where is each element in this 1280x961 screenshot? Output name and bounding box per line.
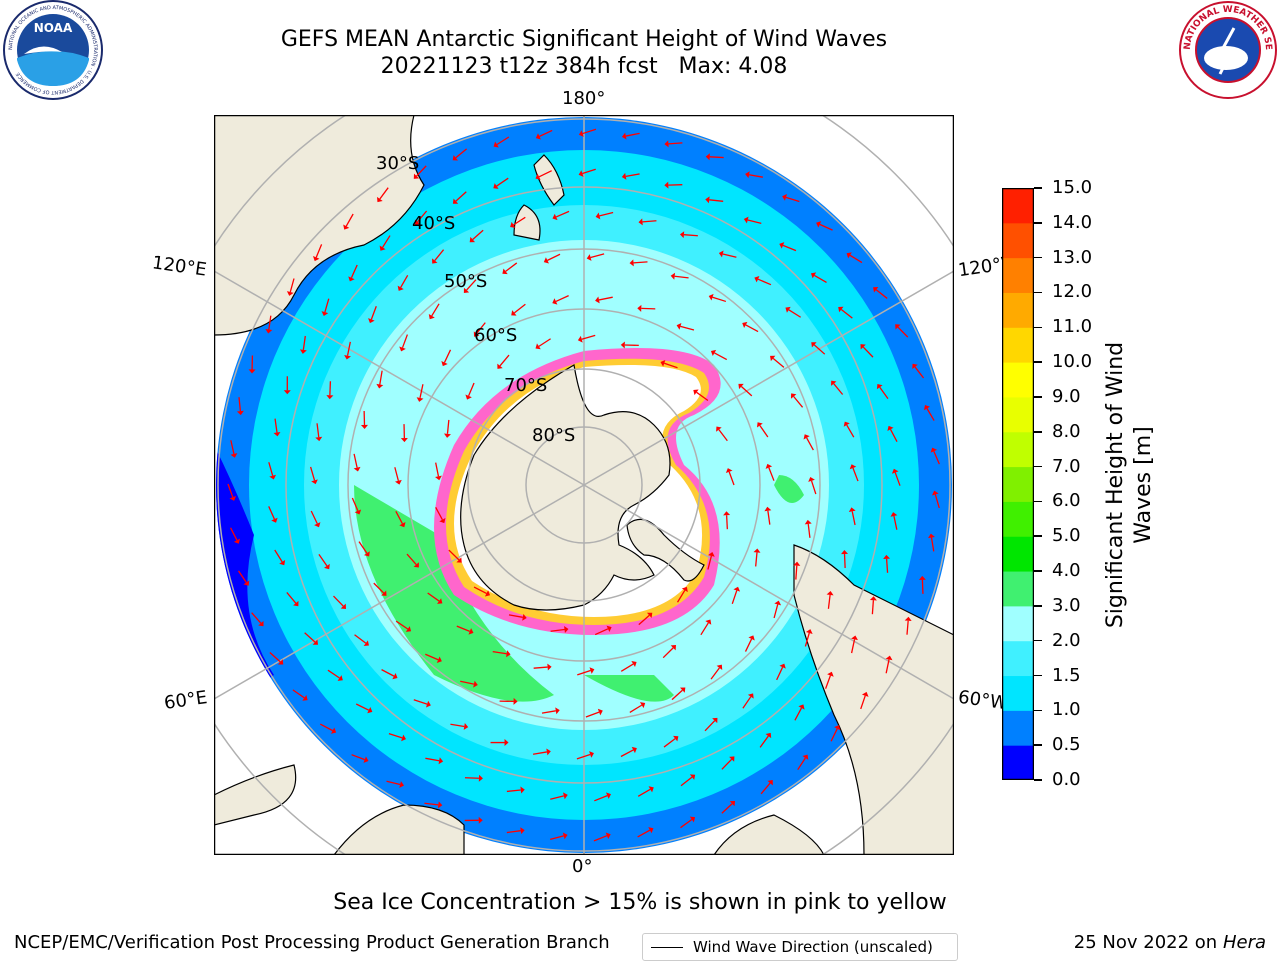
colorbar-swatch xyxy=(1002,397,1034,432)
colorbar-swatch xyxy=(1002,362,1034,397)
footer-date-text: 25 Nov 2022 on xyxy=(1074,932,1217,953)
colorbar-tick-label: 1.5 xyxy=(1052,665,1081,686)
colorbar-tick-mark xyxy=(1034,535,1042,537)
colorbar-swatch xyxy=(1002,571,1034,606)
colorbar-tick-mark xyxy=(1034,187,1042,189)
colorbar-tick-mark xyxy=(1034,396,1042,398)
colorbar-tick-mark xyxy=(1034,466,1042,468)
wave-arrow-shaft xyxy=(727,515,728,529)
colorbar-swatch xyxy=(1002,258,1034,293)
lat-label-30s: 30°S xyxy=(376,153,419,174)
land-africa xyxy=(334,805,464,855)
colorbar-tick-label: 3.0 xyxy=(1052,595,1081,616)
lat-label-60s: 60°S xyxy=(474,325,517,346)
map-title-line2: 20221123 t12z 384h fcst Max: 4.08 xyxy=(214,54,954,79)
svg-text:NOAA: NOAA xyxy=(34,21,73,35)
colorbar-tick-mark xyxy=(1034,501,1042,503)
colorbar-tick-label: 2.0 xyxy=(1052,630,1081,651)
colorbar-swatch xyxy=(1002,292,1034,327)
map-legend: Wind Wave Direction (unscaled) xyxy=(642,933,958,961)
colorbar-tick-mark xyxy=(1034,292,1042,294)
footer-date: 25 Nov 2022 on Hera xyxy=(1074,932,1266,953)
colorbar-tick-label: 14.0 xyxy=(1052,212,1092,233)
wave-arrow-shaft xyxy=(330,381,331,395)
wave-arrow-shaft xyxy=(710,157,724,158)
colorbar-label-line2: Waves [m] xyxy=(1130,342,1158,628)
map-panel: 30°S 40°S 50°S 60°S 70°S 80°S Wind Wave … xyxy=(214,115,954,855)
colorbar-tick-mark xyxy=(1034,222,1042,224)
colorbar-tick-label: 6.0 xyxy=(1052,490,1081,511)
polar-map: 30°S 40°S 50°S 60°S 70°S 80°S xyxy=(214,115,954,855)
colorbar-swatch xyxy=(1002,501,1034,536)
wave-arrow-shaft xyxy=(845,554,846,568)
map-title-line1: GEFS MEAN Antarctic Significant Height o… xyxy=(214,27,954,52)
lat-label-80s: 80°S xyxy=(532,425,575,446)
footer-machine: Hera xyxy=(1223,932,1266,953)
lon-label-top: 180° xyxy=(562,88,605,109)
colorbar-swatch xyxy=(1002,676,1034,711)
colorbar-tick-mark xyxy=(1034,327,1042,329)
lon-label-upper-left: 120°E xyxy=(151,252,208,280)
colorbar-label-line1: Significant Height of Wind xyxy=(1102,342,1130,628)
colorbar xyxy=(1002,188,1034,780)
lat-label-50s: 50°S xyxy=(444,271,487,292)
lon-label-lower-left: 60°E xyxy=(163,687,209,714)
colorbar-swatch xyxy=(1002,606,1034,641)
lat-label-70s: 70°S xyxy=(504,375,547,396)
legend-line-swatch xyxy=(651,947,683,948)
colorbar-tick-mark xyxy=(1034,570,1042,572)
colorbar-tick-mark xyxy=(1034,710,1042,712)
colorbar-swatch xyxy=(1002,536,1034,571)
colorbar-swatch xyxy=(1002,223,1034,258)
colorbar-tick-mark xyxy=(1034,744,1042,746)
colorbar-tick-label: 12.0 xyxy=(1052,281,1092,302)
land-madagascar xyxy=(214,765,296,825)
colorbar-tick-label: 15.0 xyxy=(1052,177,1092,198)
colorbar-tick-mark xyxy=(1034,361,1042,363)
lat-label-40s: 40°S xyxy=(412,213,455,234)
colorbar-tick-mark xyxy=(1034,675,1042,677)
wave-arrow-shaft xyxy=(922,580,923,594)
colorbar-tick-mark xyxy=(1034,605,1042,607)
colorbar-swatch xyxy=(1002,710,1034,745)
colorbar-tick-mark xyxy=(1034,257,1042,259)
colorbar-swatch xyxy=(1002,641,1034,676)
lon-label-bottom: 0° xyxy=(572,856,592,877)
noaa-logo: NOAA NATIONAL OCEANIC AND ATMOSPHERIC AD… xyxy=(2,0,104,100)
colorbar-tick-label: 8.0 xyxy=(1052,421,1081,442)
colorbar-tick-label: 9.0 xyxy=(1052,386,1081,407)
colorbar-tick-mark xyxy=(1034,640,1042,642)
colorbar-tick-mark xyxy=(1034,431,1042,433)
colorbar-tick-label: 10.0 xyxy=(1052,351,1092,372)
legend-label: Wind Wave Direction (unscaled) xyxy=(693,938,933,956)
colorbar-tick-label: 4.0 xyxy=(1052,560,1081,581)
colorbar-swatch xyxy=(1002,432,1034,467)
colorbar-swatch xyxy=(1002,745,1034,780)
colorbar-swatch xyxy=(1002,327,1034,362)
wave-arrow-shaft xyxy=(465,778,479,779)
colorbar-tick-mark xyxy=(1034,779,1042,781)
nws-logo: NATIONAL WEATHER SERVICE xyxy=(1178,0,1278,100)
sea-ice-note: Sea Ice Concentration > 15% is shown in … xyxy=(0,890,1280,915)
colorbar-swatch xyxy=(1002,467,1034,502)
colorbar-tick-label: 13.0 xyxy=(1052,247,1092,268)
colorbar-tick-label: 1.0 xyxy=(1052,699,1081,720)
colorbar-swatch xyxy=(1002,188,1034,223)
colorbar-tick-label: 7.0 xyxy=(1052,456,1081,477)
colorbar-tick-label: 0.0 xyxy=(1052,769,1081,790)
colorbar-tick-label: 11.0 xyxy=(1052,316,1092,337)
colorbar-tick-label: 0.5 xyxy=(1052,734,1081,755)
footer-credit: NCEP/EMC/Verification Post Processing Pr… xyxy=(14,932,610,953)
colorbar-tick-label: 5.0 xyxy=(1052,525,1081,546)
colorbar-label: Significant Height of Wind Waves [m] xyxy=(1102,342,1158,628)
